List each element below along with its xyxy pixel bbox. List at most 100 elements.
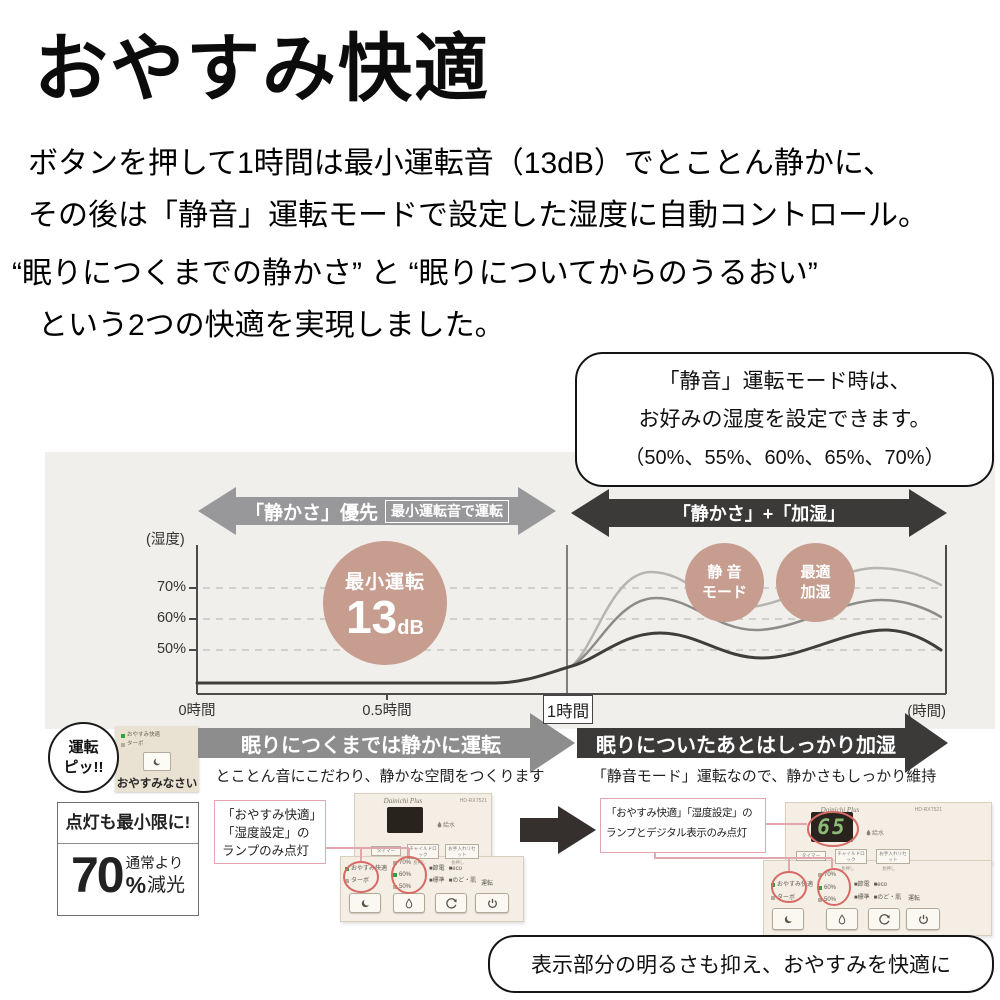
pct50-lamp-row: 50% <box>393 884 411 890</box>
pct60-label: 60% <box>824 885 837 891</box>
xtick-1h-box: 1時間 <box>543 695 593 724</box>
sleep-comfort-button <box>349 893 381 913</box>
sleep-lamp-label: おやすみ快適 <box>777 882 814 888</box>
humidify-flow-caption: 「静音モード」運転なので、静かさもしっかり維持 <box>591 768 937 785</box>
water-indicator: 給水 <box>437 820 455 829</box>
timer-box: タイマー <box>796 851 826 861</box>
reset-box: お手入れリセット <box>876 849 910 865</box>
dim-note-top: 通常より <box>125 855 184 872</box>
dim-box-header: 点灯も最小限に! <box>58 803 198 844</box>
between-panels-arrow <box>520 806 596 854</box>
water-indicator: 給水 <box>866 828 884 837</box>
note-right-line-1: 「おやすみ快適」「湿度設定」の <box>606 807 753 819</box>
ytick-60: 60% <box>156 610 186 626</box>
childlock-box: チャイルドロック <box>835 849 867 865</box>
green-lamp-icon <box>121 733 125 738</box>
childlock-box: チャイルドロック <box>407 844 439 860</box>
min-operation-unit: dB <box>397 616 424 639</box>
control-panel-left: Dainichi Plus HD-RXT521 給水 タイマー チャイルドロック… <box>333 790 524 930</box>
gray-lamp-icon <box>818 898 822 902</box>
display-brightness-bubble: 表示部分の明るさも抑え、おやすみを快適に <box>488 935 994 993</box>
pct50-label: 50% <box>824 897 837 903</box>
water-label: 給水 <box>443 823 456 829</box>
sleep-button-photo: おやすみ快適 ターボ おやすみなさい <box>115 726 199 792</box>
sleep-lamp-row: おやすみ快適 <box>771 882 813 888</box>
xtick-0h: 0時間 <box>178 703 216 719</box>
pct60-lamp-row: 60% <box>818 885 836 891</box>
phase-right-labels: 「静かさ」+「加湿」 <box>609 498 909 528</box>
photo-lamp-sleep-label: おやすみ快適 <box>127 732 161 738</box>
optimal-humidify-circle: 最適 加湿 <box>776 543 855 622</box>
beep-line-1: 運転 <box>68 739 99 756</box>
y-axis-title: (湿度) <box>146 532 185 548</box>
pct50-lamp-row: 50% <box>818 897 836 903</box>
xtick-05h: 0.5時間 <box>362 703 412 719</box>
quiet-mode-line-1: 静 音 <box>707 564 742 581</box>
ytick-70: 70% <box>156 579 186 595</box>
green-lamp-icon <box>393 873 397 877</box>
std-label-2: ■のど・肌 <box>873 895 902 901</box>
photo-lamp-row-turbo: ターボ <box>121 741 144 748</box>
pct70-lamp-row: 70% <box>818 872 836 878</box>
optimal-humidify-line-2: 加湿 <box>800 583 831 601</box>
intro-line-1: ボタンを押して1時間は最小運転音（13dB）でとことん静かに、 <box>28 147 893 180</box>
note-left-line-3: ランプのみ点灯 <box>222 844 310 859</box>
phase-left-labels: 「静かさ」優先 最小運転音で運転 <box>236 496 518 526</box>
pct70-label: 70% <box>824 872 837 878</box>
eco-label-1: ■節電 <box>854 882 870 888</box>
quiet-flow-caption: とことん音にこだわり、静かな空間をつくります <box>215 768 545 785</box>
pct60-lamp-row: 60% <box>393 872 411 878</box>
quiet-mode-line-2: モード <box>701 583 747 601</box>
power-button <box>906 908 940 930</box>
eco-row: ■節電 ■eco <box>854 882 887 888</box>
lamp-note-left: 「おやすみ快適」 「湿度設定」の ランプのみ点灯 <box>214 800 326 864</box>
gray-lamp-icon <box>393 885 397 889</box>
min-operation-circle: 最小運転 13 dB <box>323 541 447 665</box>
xtick-end: (時間) <box>907 704 946 720</box>
lead-line-1: “眠りにつくまでの静かさ” と “眠りについてからのうるおい” <box>12 257 818 290</box>
humidity-display-value: 65 <box>817 814 847 839</box>
green-lamp-icon <box>771 883 775 887</box>
drop-icon <box>405 897 413 908</box>
page-title: おやすみ快適 <box>34 27 490 110</box>
moon-icon <box>361 898 370 907</box>
gray-lamp-icon <box>393 861 397 865</box>
hold-label: 長押し <box>882 866 896 871</box>
hold-label: 長押し <box>841 866 855 871</box>
standard-row: ■標準 ■のど・肌 <box>854 895 901 901</box>
lead-paragraph: “眠りにつくまでの静かさ” と “眠りについてからのうるおい” という2つの快適… <box>12 248 818 352</box>
intro-line-2: その後は「静音」運転モードで設定した湿度に自動コントロール。 <box>28 199 928 232</box>
phase-right-label: 「静かさ」+「加湿」 <box>672 504 846 524</box>
min-operation-value: 13 <box>346 590 398 643</box>
photo-lamp-row-sleep: おやすみ快適 <box>121 732 161 739</box>
note-left-line-2: 「湿度設定」の <box>222 826 310 841</box>
pct60-label: 60% <box>399 872 412 878</box>
gray-lamp-icon <box>121 742 125 747</box>
reset-box: お手入れリセット <box>445 844 479 860</box>
water-label: 給水 <box>872 831 885 837</box>
run-label: 運転 <box>908 896 921 902</box>
beep-line-2: ピッ!! <box>63 758 104 776</box>
bubble-top-line-3: （50%、55%、60%、65%、70%） <box>624 446 945 469</box>
note-left-line-1: 「おやすみ快適」 <box>222 808 323 822</box>
humidity-setting-bubble: 「静音」運転モード時は、 お好みの湿度を設定できます。 （50%、55%、60%… <box>575 352 994 487</box>
dim-value: 70 <box>70 847 125 903</box>
note-right-line-2: ランプとデジタル表示のみ点灯 <box>606 826 747 839</box>
dim-unit: % <box>125 872 147 899</box>
green-lamp-icon <box>818 886 822 890</box>
cycle-icon <box>445 897 457 909</box>
sleep-lamp-row: おやすみ快適 <box>345 866 387 872</box>
power-icon <box>918 914 928 924</box>
gray-lamp-icon <box>818 873 822 877</box>
optimal-humidify-line-1: 最適 <box>800 564 831 581</box>
model-number: HD-RXT521 <box>459 798 487 804</box>
photo-lamp-turbo-label: ターボ <box>127 741 144 747</box>
eco-label-1: ■節電 <box>429 866 445 872</box>
gray-lamp-icon <box>771 896 775 900</box>
turbo-lamp-row: ターボ <box>345 878 369 884</box>
moon-icon <box>784 914 793 923</box>
std-label-1: ■標準 <box>854 895 870 901</box>
lamp-note-right: 「おやすみ快適」「湿度設定」の ランプとデジタル表示のみ点灯 <box>600 798 766 853</box>
dim-note-bottom: 減光 <box>147 875 186 897</box>
